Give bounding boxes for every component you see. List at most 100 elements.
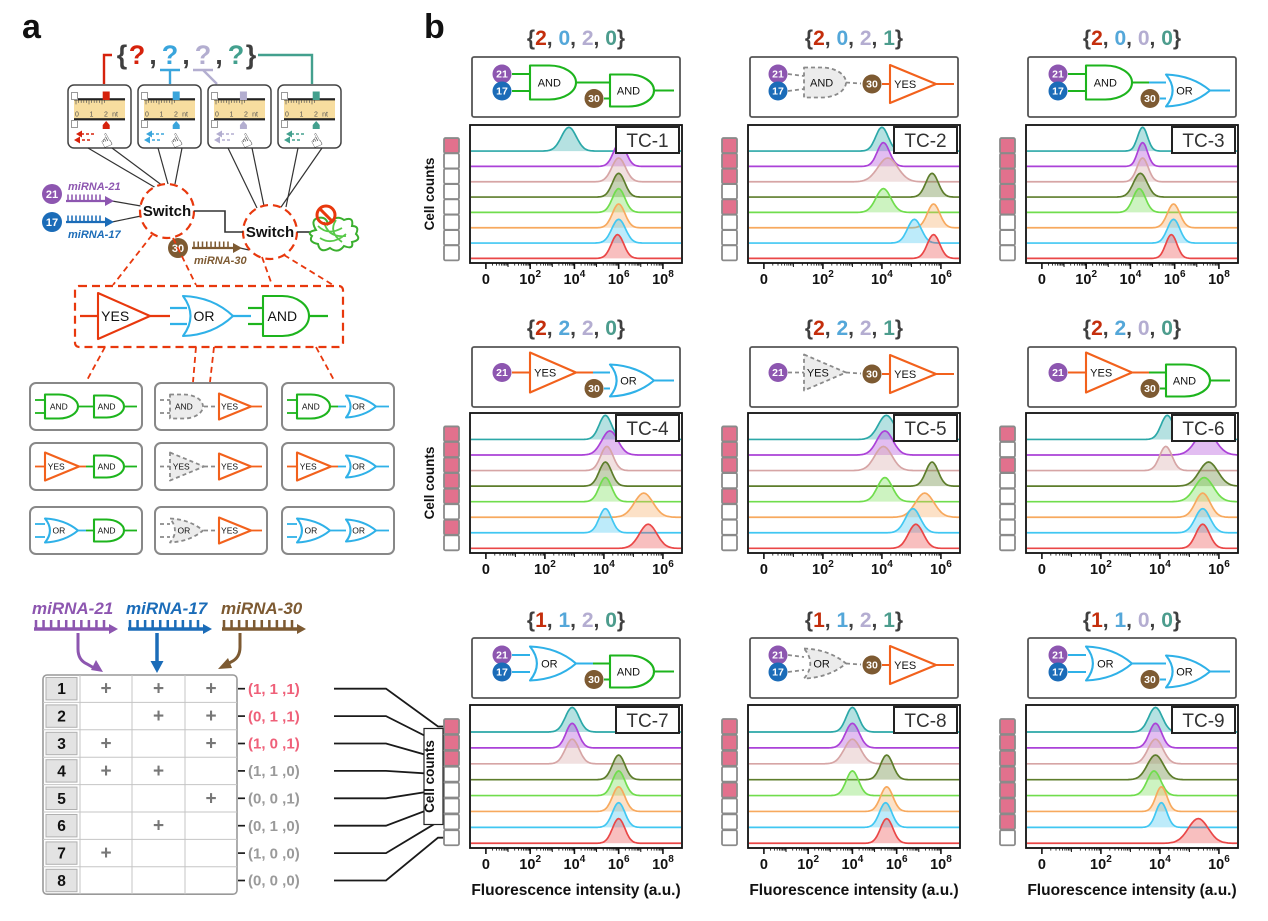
code-q2: ? <box>162 40 179 70</box>
connector-red <box>102 53 112 84</box>
svg-text:2: 2 <box>174 112 178 119</box>
x-tick-label: 106 <box>1208 854 1230 873</box>
x-tick-label: 104 <box>1149 559 1171 578</box>
svg-text:OR: OR <box>177 526 190 536</box>
legend-to-grid-links <box>85 346 336 383</box>
x-tick-label: 0 <box>482 562 490 578</box>
x-tick-label: 106 <box>930 269 952 288</box>
svg-text:17: 17 <box>1052 86 1064 98</box>
svg-text:AND: AND <box>810 77 833 89</box>
svg-text:YES: YES <box>221 526 238 536</box>
truth-table-row: 6 + (0, 1 ,0) <box>45 814 300 838</box>
svg-text:OR: OR <box>352 402 365 412</box>
svg-text:+: + <box>100 843 111 864</box>
expected-output-checkbox-TC-1-row6 <box>443 213 460 231</box>
x-axis: 0 102 104 106 <box>760 263 952 288</box>
svg-text:30: 30 <box>1144 93 1156 105</box>
x-tick-label: 106 <box>608 854 630 873</box>
code-close-brace: } <box>246 40 257 70</box>
svg-text:6: 6 <box>57 818 66 835</box>
svg-text:21: 21 <box>772 69 784 81</box>
tc-badge: TC-2 <box>904 131 946 152</box>
svg-text:OR: OR <box>194 308 215 324</box>
svg-text:YES: YES <box>221 462 238 472</box>
expected-output-checkbox-TC-7-row2 <box>443 734 460 751</box>
expected-output-checkbox-TC-9-row6 <box>999 797 1016 815</box>
expected-output-checkbox-TC-2-row3 <box>721 167 738 185</box>
ruler-slider-box: 0 1 2 nt☝ <box>207 84 272 152</box>
x-tick-label: 104 <box>593 559 615 578</box>
code-header: {2, 2, 2, 0} <box>527 317 625 340</box>
expected-output-checkbox-TC-7-row6 <box>443 797 460 815</box>
tc-panel-TC-9: {1, 1, 0, 0} 21 17 OR 30 OR TC-9 0 102 104 106 Fluo… <box>999 609 1239 899</box>
svg-text:2: 2 <box>314 112 318 119</box>
truth-table-tuple: (0, 0 ,0) <box>248 873 300 890</box>
logic-circuit-diagram: 21 YES 30 AND <box>1048 351 1230 398</box>
truth-table-tuple: (1, 0 ,1) <box>248 736 300 753</box>
expected-output-checkbox-TC-6-row2 <box>999 441 1016 458</box>
svg-text:2: 2 <box>104 112 108 119</box>
svg-text:21: 21 <box>772 367 784 379</box>
svg-text:17: 17 <box>772 86 784 98</box>
svg-text:1: 1 <box>230 112 234 119</box>
svg-text:OR: OR <box>352 526 365 536</box>
svg-text:YES: YES <box>48 462 65 472</box>
x-tick-label: 104 <box>871 559 893 578</box>
svg-text:0: 0 <box>285 112 289 119</box>
x-tick-label: 106 <box>608 269 630 288</box>
tc-panel-TC-6: {2, 2, 0, 0} 21 YES 30 AND TC-6 0 102 104 106 <box>999 317 1239 578</box>
svg-text:1: 1 <box>57 681 66 698</box>
expected-output-checkbox-TC-4-row3 <box>443 456 460 474</box>
svg-text:OR: OR <box>620 375 637 387</box>
svg-text:30: 30 <box>866 660 878 672</box>
expected-output-checkbox-TC-9-row7 <box>999 813 1016 831</box>
svg-text:YES: YES <box>894 79 916 91</box>
expected-output-checkbox-TC-9-row8 <box>999 829 1016 847</box>
tc-badge: TC-1 <box>626 131 668 152</box>
truth-table-tuple: (1, 1 ,1) <box>248 681 300 698</box>
expected-output-checkbox-TC-8-row7 <box>721 813 738 831</box>
svg-text:30: 30 <box>588 674 600 686</box>
svg-text:AND: AND <box>617 666 640 678</box>
expected-output-checkbox-TC-4-row2 <box>443 441 460 458</box>
svg-text:+: + <box>153 679 164 700</box>
x-axis: 0 102 104 106 <box>1038 848 1230 873</box>
mirna-21-badge-label: 21 <box>46 189 58 201</box>
x-tick-label: 102 <box>519 269 541 288</box>
expected-output-checkbox-TC-3-row4 <box>999 183 1016 200</box>
expected-output-checkbox-TC-9-row2 <box>999 734 1016 751</box>
x-tick-label: 0 <box>1038 562 1046 578</box>
truth-table-tuple: (0, 0 ,1) <box>248 791 300 808</box>
mirna-comb-arrows <box>34 194 306 634</box>
svg-text:OR: OR <box>541 658 558 670</box>
combo-OR-AND: OR AND <box>29 506 143 555</box>
expected-output-checkbox-TC-1-row7 <box>443 229 460 246</box>
x-axis-label: Fluorescence intensity (a.u.) <box>1027 882 1236 899</box>
truth-table-row: 7 + (1, 0 ,0) <box>45 841 300 865</box>
code-header: {2, 2, 2, 1} <box>805 317 903 340</box>
svg-text:nt: nt <box>182 112 188 119</box>
expected-output-checkbox-TC-6-row3 <box>999 456 1016 474</box>
expected-output-checkbox-TC-8-row8 <box>721 829 738 847</box>
x-tick-label: 104 <box>1149 854 1171 873</box>
truth-table-row: 2 + + (0, 1 ,1) <box>45 704 300 728</box>
ruler-slider-box: 0 1 2 nt☝ <box>277 84 342 152</box>
code-header: {2, 0, 2, 0} <box>527 27 625 50</box>
x-tick-label: 0 <box>760 857 768 873</box>
svg-text:17: 17 <box>496 86 508 98</box>
y-axis-label: Cell counts <box>422 158 437 231</box>
y-axis-label: Cell counts <box>422 740 437 813</box>
x-tick-label: 0 <box>482 272 490 288</box>
truth-table-row: 3 + + (1, 0 ,1) <box>45 731 300 756</box>
tc-badge: TC-4 <box>626 419 669 440</box>
mirna-21-label: miRNA-21 <box>68 181 121 193</box>
svg-text:+: + <box>100 761 111 782</box>
svg-text:YES: YES <box>1090 367 1112 379</box>
expected-output-checkbox-TC-3-row7 <box>999 229 1016 246</box>
expected-output-checkbox-TC-2-row5 <box>721 198 738 216</box>
mirna-17-input: 17 miRNA-17 <box>42 212 142 241</box>
expected-output-checkbox-TC-6-row4 <box>999 472 1016 490</box>
x-tick-label: 0 <box>1038 272 1046 288</box>
